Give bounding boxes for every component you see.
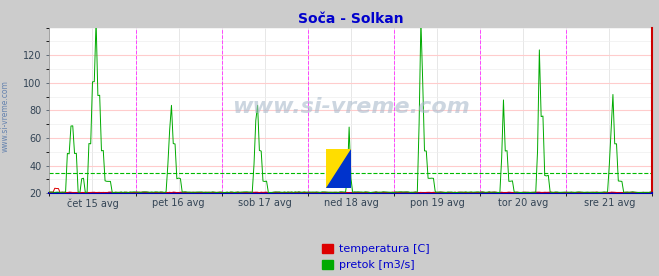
Text: www.si-vreme.com: www.si-vreme.com xyxy=(1,80,10,152)
Legend: temperatura [C], pretok [m3/s]: temperatura [C], pretok [m3/s] xyxy=(322,244,429,270)
Title: Soča - Solkan: Soča - Solkan xyxy=(298,12,404,26)
Polygon shape xyxy=(326,149,351,188)
Text: www.si-vreme.com: www.si-vreme.com xyxy=(232,97,470,117)
Polygon shape xyxy=(326,149,351,188)
